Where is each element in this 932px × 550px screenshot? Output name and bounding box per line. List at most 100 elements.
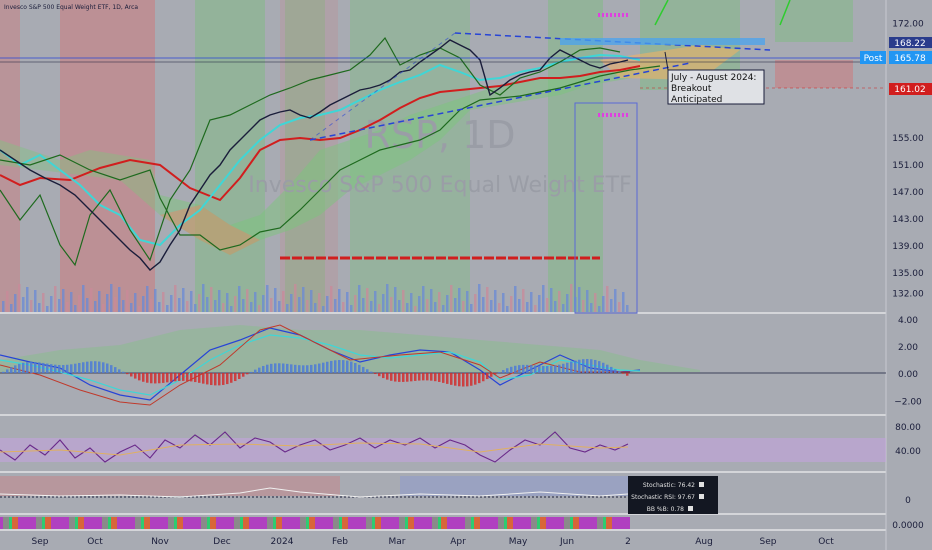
momentum-bar xyxy=(486,517,489,529)
momentum-bar xyxy=(576,517,579,529)
volume-bar xyxy=(586,290,589,312)
momentum-bar xyxy=(69,517,72,529)
macd-histogram-bar xyxy=(174,373,177,382)
macd-secondary-line xyxy=(0,324,630,406)
momentum-bar xyxy=(483,517,486,529)
momentum-bar xyxy=(63,517,66,529)
ichimoku-cloud-left xyxy=(0,140,160,215)
momentum-bar xyxy=(480,517,483,529)
momentum-bar xyxy=(255,517,258,529)
momentum-bar xyxy=(558,517,561,529)
macd-histogram-bar xyxy=(338,360,341,373)
macd-histogram-bar xyxy=(578,359,581,373)
momentum-bar xyxy=(402,517,405,529)
momentum-strip xyxy=(0,517,630,529)
macd-histogram-bar xyxy=(342,360,345,373)
momentum-bar xyxy=(468,517,471,529)
macd-histogram-bar xyxy=(438,373,441,382)
macd-histogram-bar xyxy=(258,367,261,373)
macd-histogram-bar xyxy=(398,373,401,382)
momentum-bar xyxy=(588,517,591,529)
macd-histogram-bar xyxy=(482,373,485,382)
macd-histogram-bar xyxy=(46,363,49,373)
macd-histogram-bar xyxy=(170,373,173,382)
volume-bar xyxy=(358,285,361,312)
momentum-bar xyxy=(393,517,396,529)
volume-bar xyxy=(542,285,545,312)
macd-histogram-bar xyxy=(346,360,349,373)
momentum-bar xyxy=(234,517,237,529)
volume-bar xyxy=(502,293,505,312)
volume-bar xyxy=(398,300,401,312)
volume-bar xyxy=(370,301,373,312)
volume-bar xyxy=(350,305,353,312)
volume-bar xyxy=(90,288,93,312)
macd-histogram-bar xyxy=(418,373,421,381)
macd-histogram-bar xyxy=(18,363,21,373)
time-tick-label: 2024 xyxy=(271,537,294,547)
momentum-bar xyxy=(534,517,537,529)
macd-histogram-bar xyxy=(194,373,197,383)
momentum-bar xyxy=(378,517,381,529)
macd-histogram-bar xyxy=(90,361,93,373)
macd-histogram-bar xyxy=(334,360,337,373)
macd-histogram-bar xyxy=(318,363,321,373)
volume-bar xyxy=(590,303,593,312)
pane-tick-label: 40.00 xyxy=(895,447,921,457)
macd-histogram-bar xyxy=(330,360,333,373)
macd-histogram-bar xyxy=(82,362,85,373)
stoch-line xyxy=(0,487,629,498)
momentum-bar xyxy=(198,517,201,529)
momentum-bar xyxy=(327,517,330,529)
volume-bar xyxy=(250,302,253,312)
momentum-bar xyxy=(528,517,531,529)
momentum-bar xyxy=(294,517,297,529)
volume-bar xyxy=(282,291,285,312)
momentum-bar xyxy=(216,517,219,529)
momentum-bar xyxy=(87,517,90,529)
momentum-bar xyxy=(354,517,357,529)
macd-histogram-bar xyxy=(130,373,133,377)
macd-histogram-bar xyxy=(30,361,33,373)
volume-bar xyxy=(526,302,529,312)
momentum-bar xyxy=(36,517,39,529)
time-tick-label: Oct xyxy=(87,537,103,547)
volume-bar xyxy=(354,295,357,312)
time-tick-label: Aug xyxy=(695,537,713,547)
volume-bar xyxy=(134,293,137,312)
momentum-bar xyxy=(450,517,453,529)
momentum-bar xyxy=(540,517,543,529)
low-price-tag xyxy=(889,83,932,95)
momentum-bar xyxy=(543,517,546,529)
momentum-bar xyxy=(102,517,105,529)
momentum-bar xyxy=(570,517,573,529)
momentum-bar xyxy=(264,517,267,529)
macd-histogram-bar xyxy=(114,367,117,373)
momentum-bar xyxy=(333,517,336,529)
macd-histogram-bar xyxy=(238,373,241,379)
macd-histogram-bar xyxy=(146,373,149,383)
volume-bar xyxy=(418,296,421,312)
momentum-bar xyxy=(552,517,555,529)
volume-bar xyxy=(266,285,269,312)
stoch-zone xyxy=(400,476,630,496)
momentum-bar xyxy=(45,517,48,529)
volume-bar xyxy=(130,303,133,312)
macd-histogram-bar xyxy=(94,361,97,373)
macd-histogram-bar xyxy=(290,364,293,373)
macd-histogram-bar xyxy=(298,365,301,373)
momentum-bar xyxy=(12,517,15,529)
macd-histogram-bar xyxy=(98,361,101,373)
volume-bar xyxy=(406,303,409,312)
momentum-bar xyxy=(606,517,609,529)
volume-bar xyxy=(438,292,441,312)
momentum-bar xyxy=(330,517,333,529)
volume-bar xyxy=(78,295,81,312)
volume-bar xyxy=(66,302,69,312)
volume-bar xyxy=(46,306,49,312)
volume-bar xyxy=(566,294,569,312)
momentum-bar xyxy=(465,517,468,529)
volume-bar xyxy=(458,288,461,312)
pane-tick-label: 0.0000 xyxy=(892,521,924,531)
macd-histogram-bar xyxy=(142,373,145,382)
